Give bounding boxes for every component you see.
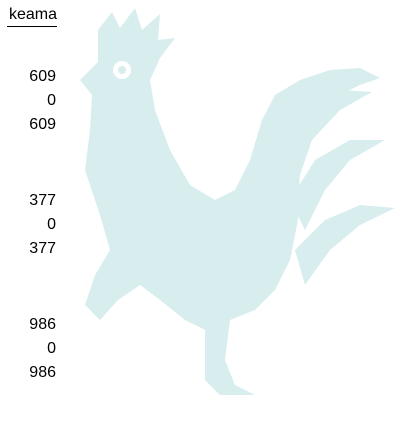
number-cell: 377 <box>29 240 56 257</box>
number-cell: 0 <box>47 216 56 233</box>
number-cell: 0 <box>47 340 56 357</box>
header: keama <box>6 4 57 27</box>
number-cell: 609 <box>29 68 56 85</box>
number-cell: 377 <box>29 192 56 209</box>
number-cell: 0 <box>47 92 56 109</box>
number-cell: 986 <box>29 364 56 381</box>
number-cell: 609 <box>29 116 56 133</box>
number-cell: 986 <box>29 316 56 333</box>
